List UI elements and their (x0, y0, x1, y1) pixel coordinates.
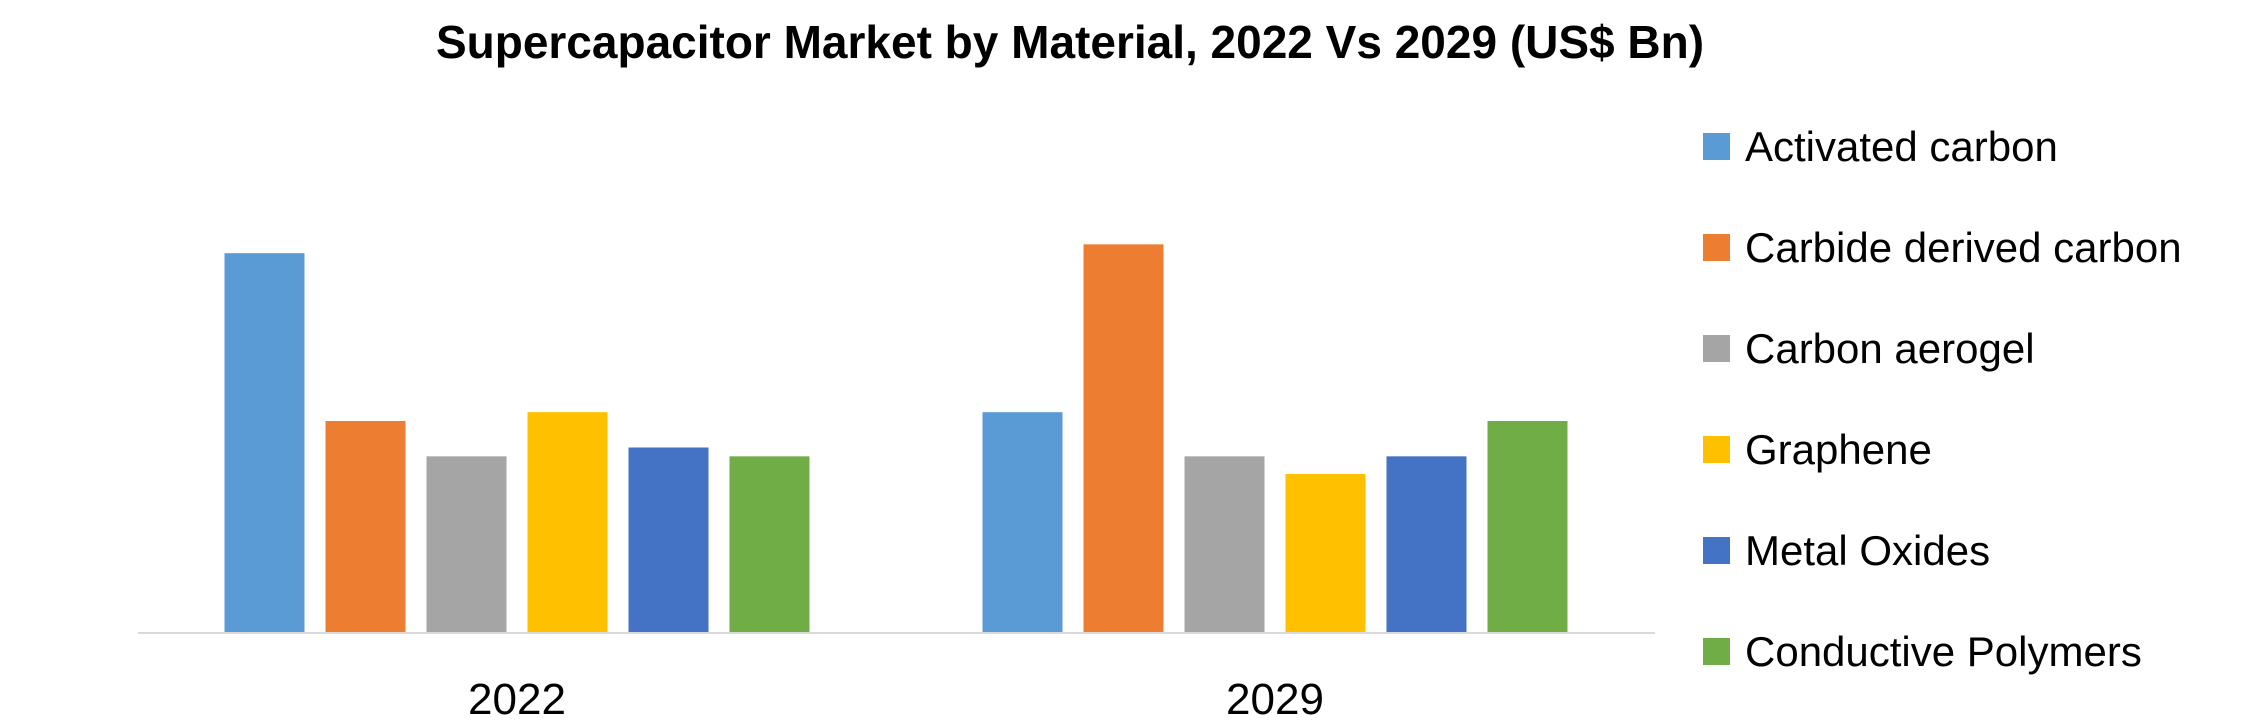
legend-item: Graphene (1703, 426, 1932, 473)
legend-swatch (1703, 335, 1730, 362)
legend-label: Activated carbon (1745, 123, 2058, 170)
legend-item: Activated carbon (1703, 123, 2058, 170)
legend-swatch (1703, 537, 1730, 564)
legend-item: Carbon aerogel (1703, 325, 2035, 372)
bar-activated-carbon-2022 (224, 253, 305, 633)
bar-graphene-2022 (527, 412, 608, 633)
legend-label: Carbon aerogel (1745, 325, 2035, 372)
bar-carbon-aerogel-2022 (426, 456, 507, 633)
legend-swatch (1703, 436, 1730, 463)
bar-metal-oxides-2022 (628, 447, 709, 633)
bar-carbon-aerogel-2029 (1184, 456, 1265, 633)
bar-carbide-derived-carbon-2029 (1083, 244, 1164, 634)
legend-swatch (1703, 133, 1730, 160)
legend-swatch (1703, 234, 1730, 261)
legend: Activated carbon Carbide derived carbon Ca… (1703, 123, 2182, 675)
x-tick-labels: 2022 2029 (468, 675, 1324, 722)
legend-label: Graphene (1745, 426, 1932, 473)
bar-carbide-derived-carbon-2022 (325, 421, 406, 633)
legend-item: Carbide derived carbon (1703, 224, 2182, 271)
legend-label: Conductive Polymers (1745, 628, 2142, 675)
bar-conductive-polymers-2029 (1487, 421, 1568, 633)
legend-item: Metal Oxides (1703, 527, 1990, 574)
legend-swatch (1703, 638, 1730, 665)
legend-item: Conductive Polymers (1703, 628, 2142, 675)
legend-label: Metal Oxides (1745, 527, 1990, 574)
bar-graphene-2029 (1285, 474, 1366, 633)
chart-title: Supercapacitor Market by Material, 2022 … (436, 16, 1704, 68)
x-tick-label: 2022 (468, 675, 566, 722)
bar-metal-oxides-2029 (1386, 456, 1467, 633)
x-tick-label: 2029 (1226, 675, 1324, 722)
legend-label: Carbide derived carbon (1745, 224, 2182, 271)
bar-activated-carbon-2029 (982, 412, 1063, 633)
bar-conductive-polymers-2022 (729, 456, 810, 633)
bars-layer (224, 244, 1568, 634)
